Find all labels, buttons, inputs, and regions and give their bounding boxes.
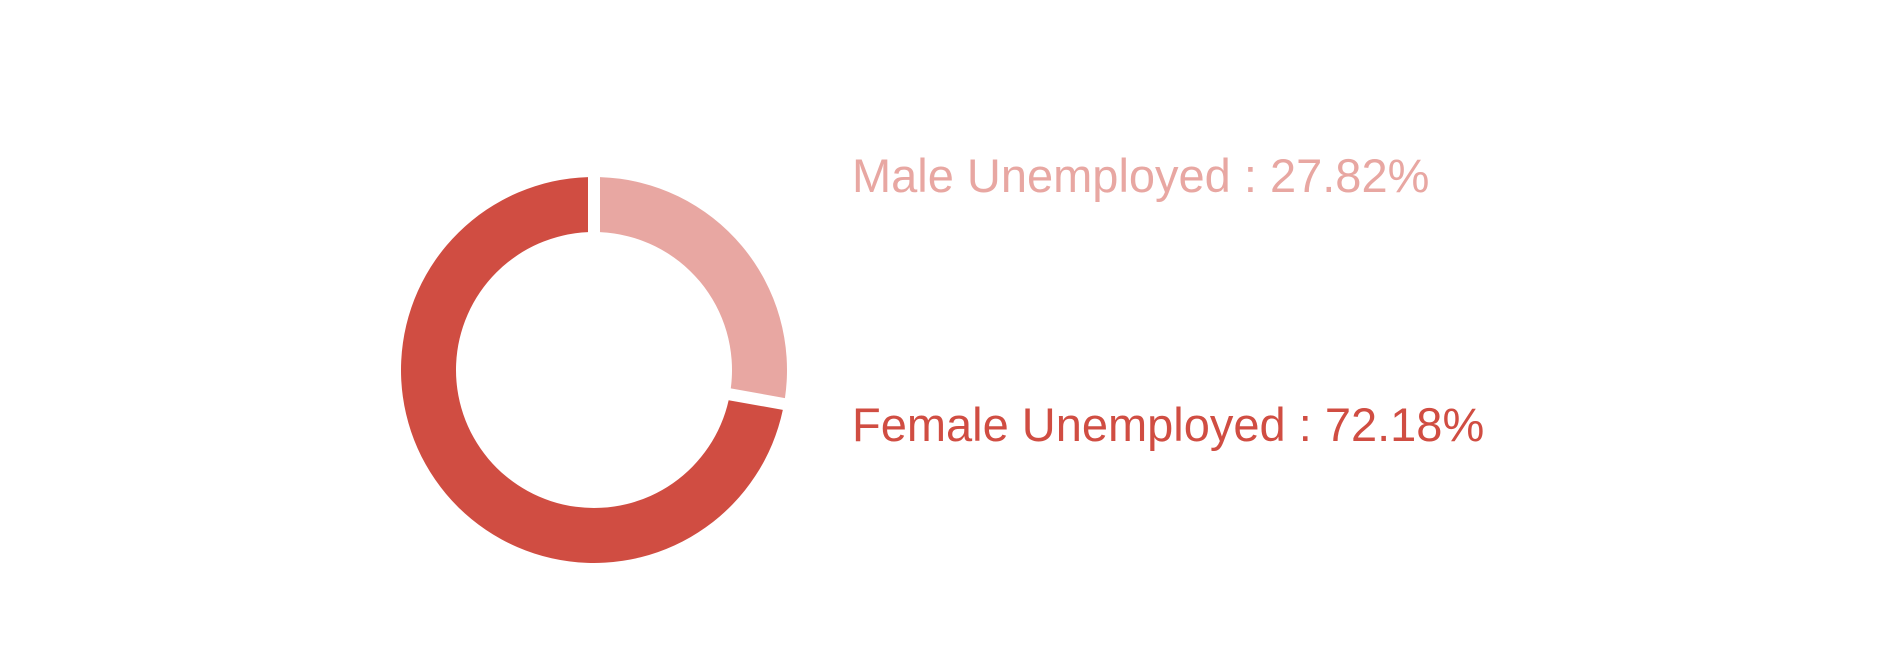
- donut-slice-male-unemployed: [599, 177, 787, 399]
- donut-slices: [401, 177, 787, 563]
- legend-label-female-unemployed: Female Unemployed : 72.18%: [852, 398, 1485, 451]
- legend-label-male-unemployed: Male Unemployed : 27.82%: [852, 149, 1430, 202]
